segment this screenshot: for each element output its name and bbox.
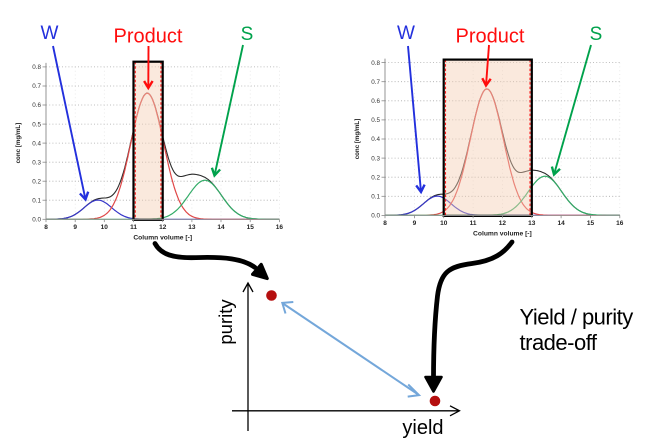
svg-text:0.1: 0.1: [371, 194, 380, 201]
svg-text:8: 8: [44, 224, 48, 231]
svg-text:0.4: 0.4: [32, 140, 41, 147]
svg-text:9: 9: [73, 224, 77, 231]
svg-text:purity: purity: [215, 299, 236, 345]
svg-text:11: 11: [130, 224, 137, 231]
svg-text:0.0: 0.0: [371, 213, 380, 220]
svg-text:W: W: [41, 23, 59, 44]
svg-text:9: 9: [413, 220, 417, 227]
svg-text:16: 16: [276, 224, 284, 231]
svg-text:conc [mg/mL]: conc [mg/mL]: [354, 119, 361, 160]
svg-text:Product: Product: [114, 26, 183, 48]
svg-text:0.2: 0.2: [371, 174, 380, 181]
svg-text:0.8: 0.8: [32, 64, 41, 71]
svg-text:S: S: [241, 24, 254, 45]
svg-text:11: 11: [470, 220, 477, 227]
svg-text:13: 13: [528, 220, 536, 227]
svg-text:15: 15: [247, 224, 255, 231]
svg-text:trade-off: trade-off: [520, 330, 598, 355]
svg-text:0.3: 0.3: [32, 159, 41, 166]
svg-text:W: W: [397, 23, 415, 44]
svg-text:0.1: 0.1: [32, 197, 41, 204]
svg-text:S: S: [590, 24, 603, 45]
svg-text:0.8: 0.8: [371, 60, 380, 67]
svg-text:15: 15: [587, 220, 595, 227]
svg-text:12: 12: [499, 220, 507, 227]
svg-text:14: 14: [557, 220, 565, 227]
svg-text:0.6: 0.6: [32, 102, 41, 109]
svg-text:0.7: 0.7: [371, 79, 380, 86]
svg-text:0.5: 0.5: [32, 121, 41, 128]
svg-text:0.0: 0.0: [32, 217, 41, 224]
svg-text:0.5: 0.5: [371, 117, 380, 124]
svg-text:Product: Product: [456, 26, 525, 48]
svg-text:0.4: 0.4: [371, 136, 380, 143]
svg-text:Column volume [-]: Column volume [-]: [473, 230, 532, 237]
svg-text:0.7: 0.7: [32, 83, 41, 90]
svg-text:0.2: 0.2: [32, 178, 41, 185]
svg-text:13: 13: [188, 224, 196, 231]
svg-text:12: 12: [159, 224, 167, 231]
svg-text:yield: yield: [402, 417, 443, 439]
svg-text:8: 8: [383, 220, 387, 227]
svg-text:0.3: 0.3: [371, 155, 380, 162]
svg-text:Yield / purity: Yield / purity: [520, 305, 634, 330]
svg-text:14: 14: [217, 224, 225, 231]
svg-text:10: 10: [440, 220, 448, 227]
svg-text:16: 16: [616, 220, 624, 227]
svg-text:0.6: 0.6: [371, 98, 380, 105]
svg-text:Column volume [-]: Column volume [-]: [133, 234, 192, 241]
svg-text:conc [mg/mL]: conc [mg/mL]: [15, 123, 22, 164]
svg-text:10: 10: [101, 224, 109, 231]
